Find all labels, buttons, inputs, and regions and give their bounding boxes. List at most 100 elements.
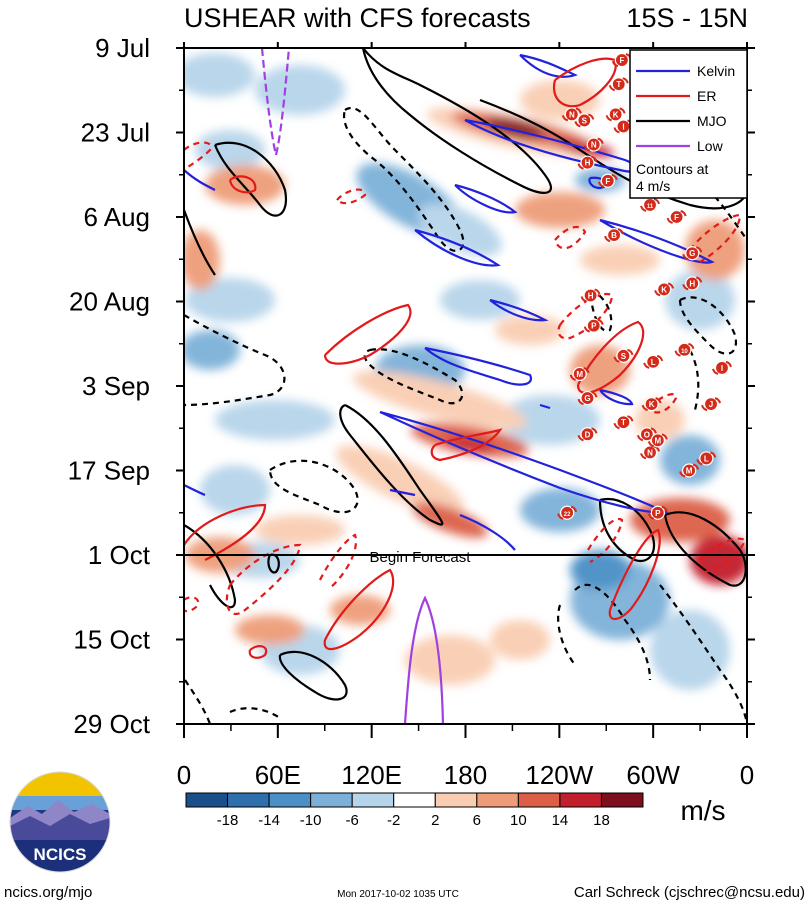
colorbar-tick-label: -6 bbox=[346, 812, 359, 829]
storm-marker: N bbox=[583, 137, 604, 152]
legend-kelvin-label: Kelvin bbox=[697, 63, 735, 79]
colorbar-swatch bbox=[185, 792, 229, 808]
colorbar-tick-label: -2 bbox=[387, 812, 400, 829]
storm-marker-label: M bbox=[655, 436, 662, 445]
er-contour bbox=[248, 645, 268, 659]
storm-marker-label: I bbox=[622, 122, 624, 131]
storm-marker: M bbox=[679, 463, 700, 478]
colorbar-swatch bbox=[351, 792, 395, 808]
storm-marker-label: M bbox=[576, 370, 583, 379]
x-tick-label: 60W bbox=[626, 760, 680, 790]
colorbar-tick-label: 18 bbox=[593, 812, 610, 829]
kelvin-contour bbox=[588, 176, 608, 190]
kelvin-contour bbox=[539, 403, 551, 410]
storm-marker: G bbox=[577, 390, 598, 406]
storm-marker-label: L bbox=[704, 454, 709, 463]
mjo-contour bbox=[184, 679, 212, 724]
storm-marker-label: T bbox=[621, 418, 626, 427]
er-contour bbox=[552, 57, 617, 108]
storm-marker-label: I bbox=[721, 364, 723, 373]
storm-marker: K bbox=[641, 397, 662, 412]
mjo-contour bbox=[278, 650, 348, 701]
kelvin-contour bbox=[454, 183, 518, 214]
forecast-label: Begin Forecast bbox=[370, 549, 472, 566]
storm-marker: M bbox=[647, 433, 668, 448]
er-contour bbox=[319, 533, 358, 589]
colorbar-tick-label: 6 bbox=[473, 812, 481, 829]
colorbar-swatch bbox=[310, 792, 353, 808]
x-tick-label: 0 bbox=[740, 760, 754, 790]
legend-mjo-label: MJO bbox=[697, 113, 727, 129]
mjo-contour bbox=[678, 296, 738, 355]
storm-marker: M bbox=[569, 366, 590, 382]
storm-marker: L bbox=[696, 451, 717, 466]
logo-text: NCICS bbox=[34, 845, 87, 864]
y-tick-label: 20 Aug bbox=[69, 287, 150, 317]
storm-marker-label: K bbox=[661, 285, 667, 294]
storm-marker-label: H bbox=[588, 291, 594, 300]
legend-box bbox=[629, 49, 748, 199]
storm-marker: B bbox=[604, 228, 625, 243]
storm-marker: P bbox=[647, 505, 668, 520]
mjo-contour bbox=[574, 583, 652, 681]
colorbar-swatch bbox=[559, 792, 602, 808]
legend-note-line2: 4 m/s bbox=[636, 178, 670, 194]
mjo-contour bbox=[267, 553, 280, 574]
mjo-contour bbox=[363, 348, 464, 405]
storm-marker-label: N bbox=[591, 141, 597, 150]
footer-site: ncics.org/mjo bbox=[4, 884, 92, 901]
storm-marker: T bbox=[613, 415, 634, 430]
er-contour bbox=[553, 225, 587, 250]
storm-marker-label: H bbox=[689, 279, 695, 288]
storm-marker-label: L bbox=[651, 358, 656, 367]
kelvin-contour bbox=[414, 228, 501, 267]
colorbar-tick-label: -10 bbox=[300, 812, 322, 829]
y-tick-label: 3 Sep bbox=[82, 371, 150, 401]
storm-marker: H bbox=[577, 155, 598, 170]
colorbar-swatch bbox=[268, 792, 312, 808]
storm-marker: S bbox=[613, 348, 634, 363]
er-contour bbox=[336, 188, 367, 205]
storm-marker: F bbox=[597, 173, 618, 188]
storm-marker-label: G bbox=[584, 394, 590, 403]
colorbar-swatch bbox=[434, 792, 478, 808]
storm-marker-label: B bbox=[611, 231, 617, 240]
storm-marker-label: G bbox=[689, 249, 695, 258]
colorbar-tick-label: 2 bbox=[431, 812, 439, 829]
mjo-contour bbox=[184, 524, 237, 609]
er-contour bbox=[184, 141, 212, 171]
mjo-contour bbox=[361, 48, 552, 194]
storm-marker: 10 bbox=[674, 342, 695, 357]
storm-marker: P bbox=[583, 318, 604, 333]
storm-marker: H bbox=[682, 276, 703, 291]
er-contour bbox=[323, 568, 395, 651]
storm-marker-label: S bbox=[621, 352, 627, 361]
storm-marker-label: O bbox=[644, 430, 650, 439]
storm-marker-label: F bbox=[674, 213, 679, 222]
storm-marker: J bbox=[701, 397, 722, 412]
storm-marker-label: 11 bbox=[647, 204, 654, 210]
legend-low-label: Low bbox=[697, 138, 724, 154]
colorbar-tick-label: 10 bbox=[510, 812, 527, 829]
colorbar-swatch bbox=[393, 792, 436, 808]
storm-marker: H bbox=[580, 288, 601, 303]
kelvin-contour bbox=[424, 346, 533, 386]
mjo-contour bbox=[689, 349, 700, 411]
storm-marker-label: 10 bbox=[681, 349, 688, 355]
kelvin-contour bbox=[184, 169, 216, 191]
mjo-contour bbox=[663, 511, 747, 587]
storm-marker-label: D bbox=[585, 430, 591, 439]
er-contour bbox=[225, 543, 302, 616]
er-contour bbox=[184, 596, 200, 613]
colorbar-swatch bbox=[227, 792, 270, 808]
storm-marker-label: P bbox=[655, 509, 661, 518]
chart-title: USHEAR with CFS forecasts bbox=[184, 3, 531, 33]
storm-marker: D bbox=[577, 427, 598, 442]
storm-marker-label: F bbox=[605, 177, 610, 186]
kelvin-contour bbox=[489, 298, 549, 322]
storm-marker: I bbox=[712, 360, 732, 375]
colorbar-tick-label: -18 bbox=[217, 812, 239, 829]
storm-marker: G bbox=[682, 246, 703, 261]
storm-marker-label: J bbox=[709, 400, 713, 409]
